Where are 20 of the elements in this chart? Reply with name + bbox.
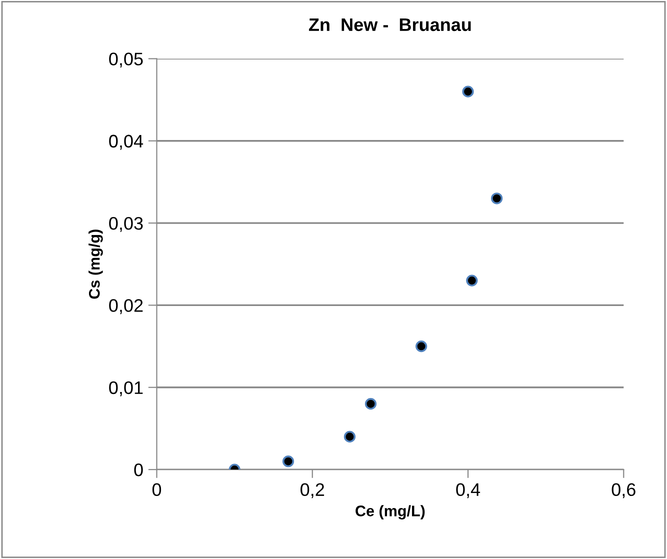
x-axis-title: Ce (mg/L) — [356, 505, 425, 520]
y-tick-label: 0,01 — [109, 381, 143, 396]
point — [282, 456, 294, 468]
y-tick-label: 0,04 — [109, 134, 144, 150]
x-tick-label: 0,2 — [300, 483, 324, 498]
y-tick-label: 0,05 — [109, 52, 143, 68]
point — [466, 274, 478, 286]
x-tick-label: 0,6 — [612, 483, 636, 498]
y-tick-label: 0,02 — [109, 299, 143, 314]
point — [364, 398, 377, 410]
point — [490, 192, 503, 204]
y-tick-label: 0 — [134, 463, 143, 476]
y-tick-label: 0,03 — [109, 216, 143, 232]
point — [416, 340, 428, 352]
x-tick-label: 0 — [152, 483, 162, 496]
point — [462, 86, 474, 98]
y-axis-title: Cs (mg/g) — [88, 230, 103, 299]
x-tick-label: 0,4 — [456, 483, 480, 498]
chart-title: Zn New - Bruanau — [308, 18, 471, 32]
point — [344, 430, 356, 443]
